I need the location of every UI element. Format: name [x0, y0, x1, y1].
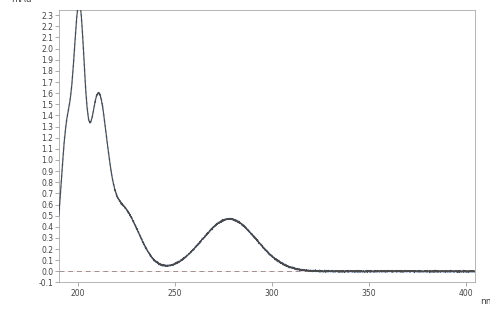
X-axis label: nm: nm [481, 298, 490, 307]
Y-axis label: mAu: mAu [11, 0, 32, 4]
